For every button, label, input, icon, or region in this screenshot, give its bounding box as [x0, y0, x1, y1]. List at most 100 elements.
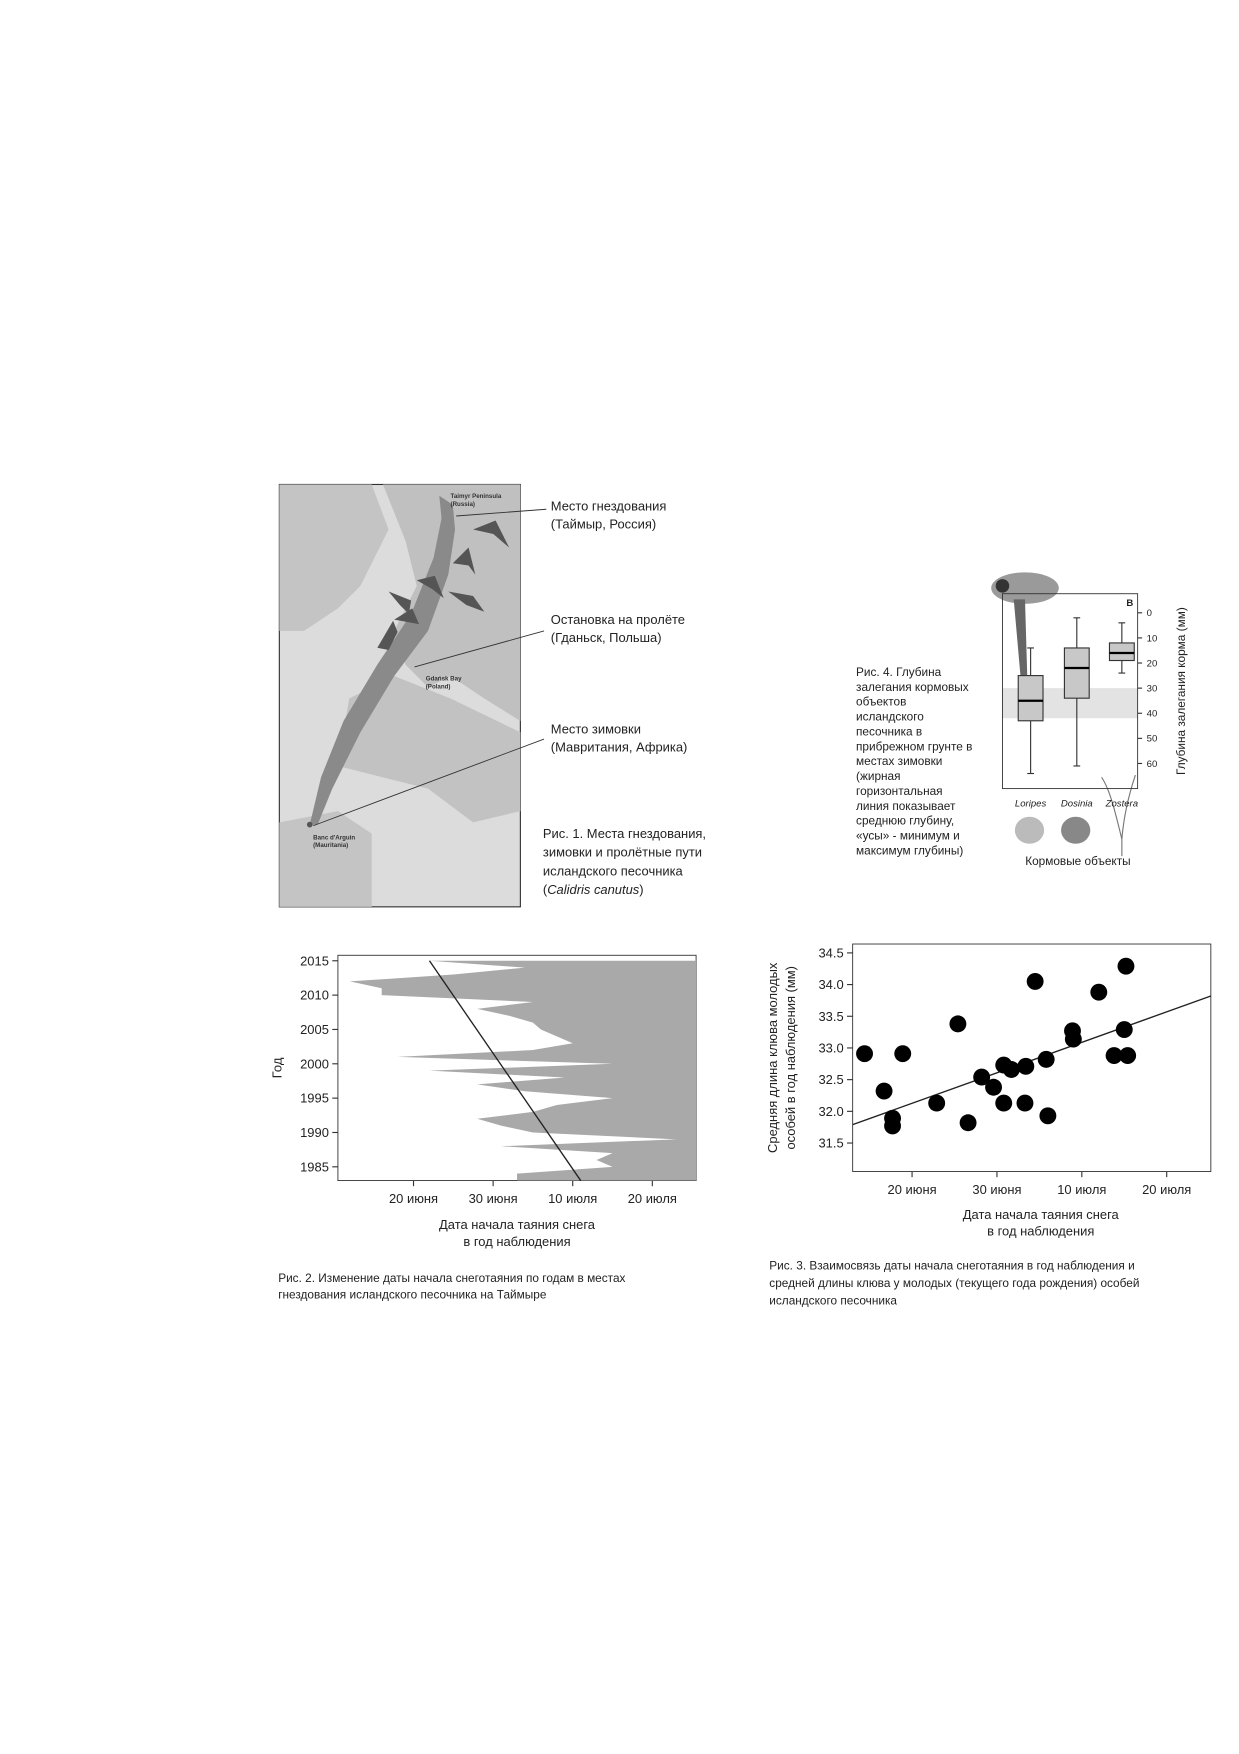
y-tick-label: 2000	[300, 1056, 329, 1071]
land	[279, 811, 372, 907]
y-tick-label: 60	[1147, 759, 1158, 770]
illustrations	[991, 572, 1136, 857]
caption-part: (	[543, 882, 548, 897]
point	[985, 1078, 1003, 1096]
leader-line	[414, 630, 545, 668]
caption: исландского песочника	[543, 863, 684, 878]
bird-eye	[995, 579, 1010, 593]
y-tick-label: 2015	[300, 953, 329, 968]
point	[1115, 1021, 1133, 1039]
box	[1017, 675, 1044, 722]
y-tick-label: 40	[1147, 709, 1158, 720]
point	[1105, 1047, 1123, 1065]
map-label: Taimyr Peninsula	[451, 493, 502, 500]
point	[1002, 1061, 1020, 1078]
point	[1026, 972, 1044, 990]
y-tick-label: 34.5	[818, 945, 843, 960]
seagrass	[1101, 774, 1136, 857]
site-marker	[306, 821, 313, 828]
x-tick-label: 10 июля	[1057, 1182, 1106, 1197]
caption: (жирная	[856, 769, 901, 783]
trend-line	[428, 960, 582, 1181]
plot-frame	[852, 943, 1212, 1172]
callout: Место гнездования	[551, 498, 667, 513]
caption: «усы» - минимум и	[856, 828, 960, 842]
point	[1117, 957, 1135, 975]
caption: Рис. 4. Глубина	[856, 665, 942, 679]
land	[337, 675, 521, 823]
category-label: Loripes	[1015, 799, 1047, 810]
caption: объектов	[856, 695, 906, 709]
point	[1039, 1107, 1057, 1125]
map-label: Banc d'Arguin	[313, 834, 355, 841]
point	[995, 1094, 1013, 1112]
bird-bill	[1013, 599, 1028, 676]
x-axis-label: Кормовые объекты	[1025, 854, 1130, 868]
category-label: Zostera	[1105, 799, 1138, 810]
land	[382, 484, 521, 721]
y-axis-label: Средняя длина клюва молодых	[765, 962, 780, 1153]
y-axis-label: Глубина залегания корма (мм)	[1174, 607, 1188, 775]
x-tick-label: 20 июля	[628, 1191, 677, 1206]
x-axis-label: в год наблюдения	[987, 1224, 1094, 1239]
x-tick-label: 30 июня	[469, 1191, 518, 1206]
x-axis-label: в год наблюдения	[463, 1234, 570, 1249]
caption: исландского песочника	[769, 1293, 897, 1307]
y-tick-label: 2010	[300, 988, 329, 1003]
callout: (Мавритания, Африка)	[551, 739, 688, 754]
land	[279, 484, 389, 631]
caption: среднюю глубину,	[856, 814, 954, 828]
y-tick-label: 2005	[300, 1022, 329, 1037]
y-tick-label: 34.0	[818, 977, 843, 992]
point	[959, 1114, 977, 1132]
caption: местах зимовки	[856, 754, 942, 768]
y-tick-label: 33.0	[818, 1040, 843, 1055]
y-tick-label: 33.5	[818, 1009, 843, 1024]
y-axis-label: Год	[270, 1057, 285, 1078]
flyway	[309, 495, 456, 825]
y-tick-label: 50	[1147, 734, 1158, 745]
box	[1063, 647, 1090, 699]
caption-part: Calidris canutus	[547, 882, 640, 897]
caption: зимовки и пролётные пути	[543, 845, 702, 860]
caption: максимум глубины)	[856, 843, 963, 857]
x-tick-label: 20 июня	[389, 1191, 438, 1206]
caption: песочника в	[856, 724, 922, 738]
y-tick-label: 20	[1147, 658, 1158, 669]
category-label: Dosinia	[1061, 799, 1093, 810]
caption: Рис. 3. Взаимосвязь даты начала снеготая…	[769, 1259, 1134, 1273]
point	[1037, 1050, 1055, 1068]
leader-line	[456, 508, 547, 517]
area	[349, 960, 697, 1181]
point	[1090, 983, 1108, 1001]
caption: залегания кормовых	[856, 680, 969, 694]
box	[1108, 642, 1135, 662]
map-label: (Mauritania)	[313, 842, 348, 849]
x-axis-label: Дата начала таяния снега	[963, 1207, 1120, 1222]
x-axis-label: Дата начала таяния снега	[439, 1217, 596, 1232]
map-label: (Russia)	[451, 501, 475, 508]
leader-line	[312, 738, 545, 827]
y-tick-label: 1995	[300, 1091, 329, 1106]
x-tick-label: 30 июня	[972, 1182, 1021, 1197]
callout: (Таймыр, Россия)	[551, 516, 656, 531]
map	[278, 483, 547, 908]
point	[875, 1082, 893, 1100]
point	[894, 1045, 912, 1063]
map-label: Gdańsk Bay	[426, 675, 462, 682]
callout: Место зимовки	[551, 721, 641, 736]
caption: исландского	[856, 710, 924, 724]
map-label: (Poland)	[426, 683, 451, 690]
point	[1016, 1094, 1034, 1112]
caption: средней длины клюва у молодых (текущего …	[769, 1276, 1139, 1290]
point	[973, 1068, 991, 1086]
y-tick-label: 10	[1147, 633, 1158, 644]
caption: линия показывает	[856, 799, 956, 813]
caption: (Calidris canutus)	[543, 882, 644, 897]
y-tick-label: 0	[1147, 608, 1152, 619]
caption: Рис. 2. Изменение даты начала снеготаяни…	[278, 1271, 625, 1285]
point	[949, 1015, 967, 1033]
point	[1064, 1030, 1082, 1048]
